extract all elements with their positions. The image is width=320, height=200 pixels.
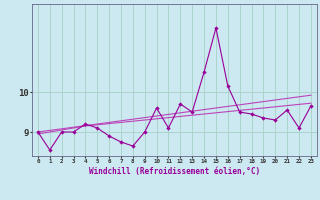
X-axis label: Windchill (Refroidissement éolien,°C): Windchill (Refroidissement éolien,°C) bbox=[89, 167, 260, 176]
